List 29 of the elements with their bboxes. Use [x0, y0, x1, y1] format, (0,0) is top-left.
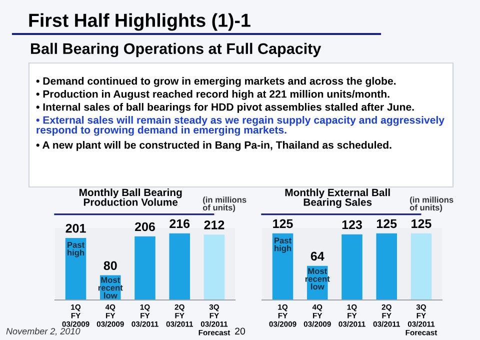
text: First Half Highlights (1)-1 — [29, 13, 250, 31]
data-label: 125 — [412, 219, 432, 228]
data-label: 123 — [342, 220, 362, 230]
data-label: 201 — [66, 224, 86, 233]
bar — [65, 238, 86, 300]
text: • External sales will remain steady as we regain supply capacity and aggressively respond to growing demand in emerging markets. — [36, 116, 444, 136]
text: • Internal sales of ball bearings for HDD pivot assemblies stalled after June. — [36, 103, 414, 113]
chart-title: Monthly Ball Bearing Production Volume — [80, 188, 182, 206]
data-label: 206 — [135, 222, 155, 232]
data-label: 125 — [273, 219, 293, 228]
chart-subtitle: (in millions of units) — [202, 196, 246, 212]
text: • Production in August reached record high at 221 million units/month. — [36, 90, 390, 100]
bar — [204, 234, 225, 300]
text: 20 — [235, 328, 246, 335]
text: November 2, 2010 — [6, 328, 80, 336]
text: Ball Bearing Operations at Full Capacity — [31, 42, 322, 58]
bar — [169, 233, 190, 300]
chart-title: Monthly External Ball Bearing Sales — [285, 188, 390, 208]
data-label: 125 — [376, 219, 397, 228]
data-label: 212 — [204, 220, 224, 230]
data-label: 80 — [104, 261, 117, 270]
data-label: 64 — [310, 252, 324, 261]
text: • Demand continued to grow in emerging markets and across the globe. — [36, 77, 396, 87]
data-label: 216 — [170, 219, 190, 228]
annotation: Past high — [68, 242, 84, 258]
chart-subtitle: (in millions of units) — [410, 196, 454, 212]
text: • A new plant will be constructed in Bang Pa-in, Thailand as scheduled. — [36, 141, 392, 151]
annotation: Past high — [274, 238, 292, 253]
bar — [134, 236, 156, 300]
